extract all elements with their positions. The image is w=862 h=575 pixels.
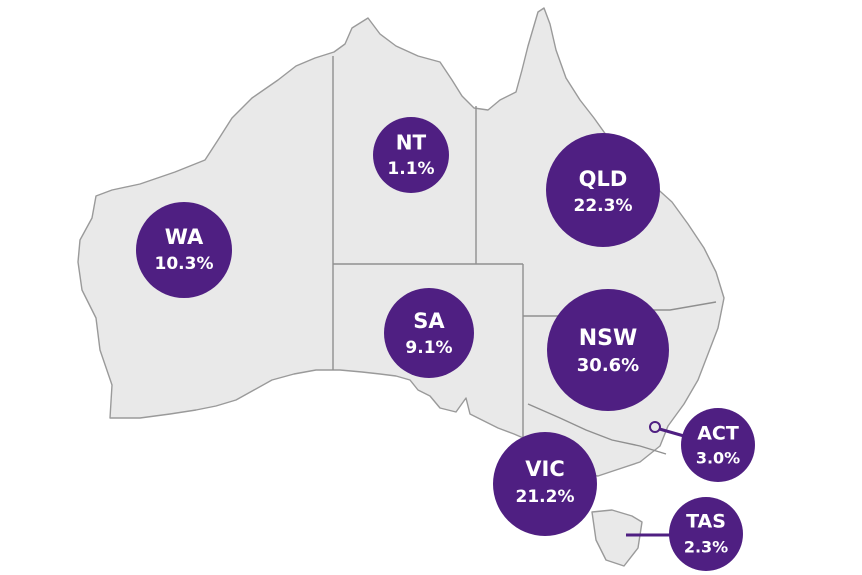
qld-name: QLD <box>579 167 628 191</box>
nsw-name: NSW <box>579 326 638 351</box>
act-leader-line <box>655 426 685 438</box>
region-nt: NT 1.1% <box>373 117 449 193</box>
border-nsw-vic <box>527 403 667 455</box>
sa-name: SA <box>413 309 445 333</box>
region-nsw: NSW 30.6% <box>547 289 669 411</box>
act-bubble <box>681 408 755 482</box>
wa-bubble <box>136 202 232 298</box>
region-vic: VIC 21.2% <box>493 432 597 536</box>
region-act: ACT 3.0% <box>681 408 755 482</box>
wa-value: 10.3% <box>155 254 214 274</box>
region-sa: SA 9.1% <box>384 288 474 378</box>
region-qld: QLD 22.3% <box>546 133 660 247</box>
vic-name: VIC <box>525 457 564 481</box>
qld-bubble <box>546 133 660 247</box>
region-tas: TAS 2.3% <box>669 497 743 571</box>
tas-bubble <box>669 497 743 571</box>
vic-value: 21.2% <box>516 487 575 507</box>
wa-name: WA <box>165 225 204 249</box>
tas-value: 2.3% <box>684 538 728 557</box>
vic-bubble <box>493 432 597 536</box>
nt-name: NT <box>396 131 427 155</box>
sa-bubble <box>384 288 474 378</box>
act-value: 3.0% <box>696 449 740 468</box>
region-wa: WA 10.3% <box>136 202 232 298</box>
nt-bubble <box>373 117 449 193</box>
qld-value: 22.3% <box>574 196 633 216</box>
sa-value: 9.1% <box>405 338 452 358</box>
tas-name: TAS <box>686 511 726 533</box>
act-marker <box>649 421 661 433</box>
nsw-value: 30.6% <box>577 355 639 376</box>
nt-value: 1.1% <box>387 159 434 179</box>
act-name: ACT <box>697 423 739 445</box>
nsw-bubble <box>547 289 669 411</box>
tasmania <box>591 509 643 567</box>
